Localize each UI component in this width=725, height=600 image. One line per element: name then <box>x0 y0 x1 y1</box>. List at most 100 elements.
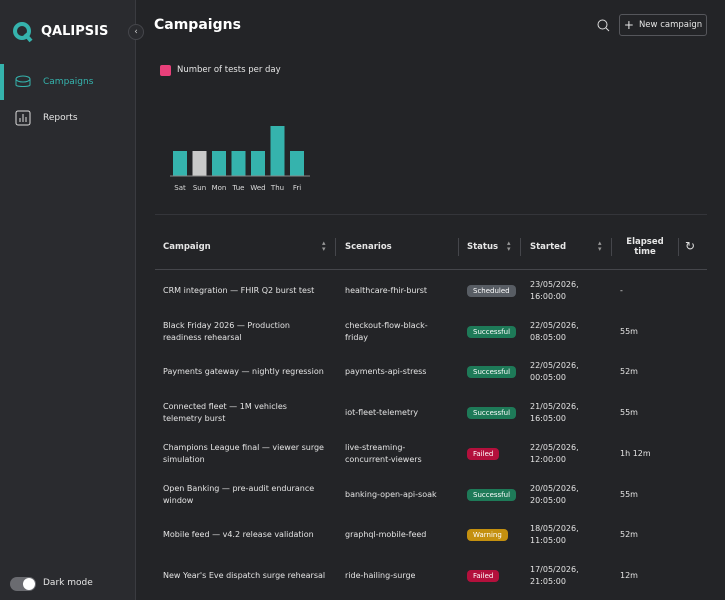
refresh-icon[interactable]: ↻ <box>685 239 696 253</box>
column-header: Started <box>530 242 567 252</box>
table-cell: 55m <box>620 326 638 336</box>
status-badge: Failed <box>467 447 500 460</box>
status-badge: Warning <box>467 529 508 542</box>
button-label: New campaign <box>638 20 703 30</box>
table-cell: healthcare-fhir-burst <box>345 286 428 295</box>
chart: Sat Sun Mon Tue Wed Thu Fri <box>170 126 310 192</box>
x-tick-label: Sat <box>174 184 186 192</box>
table-cell: graphql-mobile-feed <box>345 530 427 540</box>
chart-icon <box>160 65 171 76</box>
chart-title: Number of tests per day <box>177 65 281 75</box>
table-cell: New Year's Eve dispatch surge rehearsal <box>163 570 326 580</box>
column-separator <box>335 238 336 256</box>
collapse-button[interactable]: ‹ <box>128 24 144 40</box>
table-cell: Successful <box>467 399 517 427</box>
table-cell: Payments gateway — nightly regression <box>163 367 324 377</box>
bar <box>212 151 226 176</box>
sort-icon[interactable]: ▴ ▾ <box>322 239 326 253</box>
active-indicator <box>0 64 4 100</box>
column-separator <box>520 238 521 256</box>
x-tick-label: Thu <box>270 184 284 192</box>
table-cell: CRM integration — FHIR Q2 burst test <box>163 286 315 295</box>
table-cell: live-streaming-concurrent-viewers <box>345 442 422 464</box>
dark-mode-label: Dark mode <box>43 578 93 588</box>
table-cell: payments-api-stress <box>345 367 427 377</box>
table-cell: checkout-flow-black-friday <box>345 320 428 342</box>
table-cell: Successful <box>467 481 517 509</box>
table-cell: 22/05/2026, 08:05:00 <box>530 320 579 342</box>
table-cell: 18/05/2026, 11:05:00 <box>530 524 579 546</box>
table-cell: 55m <box>620 489 638 499</box>
column-separator <box>458 238 459 256</box>
table-cell: banking-open-api-soak <box>345 489 437 499</box>
table-cell: 17/05/2026, 21:05:00 <box>530 564 579 586</box>
table-cell: 12m <box>620 570 638 580</box>
brand: QALIPSIS <box>41 24 109 39</box>
table-cell: Successful <box>467 358 517 386</box>
column-header: Scenarios <box>345 242 392 252</box>
table-cell: 55m <box>620 408 638 418</box>
status-badge: Successful <box>467 325 517 338</box>
status-badge: Successful <box>467 488 517 501</box>
status-badge: Failed <box>467 569 500 582</box>
column-separator <box>678 238 679 256</box>
column-separator <box>611 238 612 256</box>
nav-label: Reports <box>43 113 78 123</box>
table-cell: 23/05/2026, 16:00:00 <box>530 280 579 301</box>
logo-icon <box>13 22 33 43</box>
dark-mode-toggle[interactable] <box>10 577 36 591</box>
bar <box>231 151 246 176</box>
header-border <box>155 269 707 270</box>
status-badge: Successful <box>467 407 517 420</box>
search-icon[interactable] <box>597 19 610 32</box>
table-cell: 52m <box>620 367 638 377</box>
nav-icon <box>15 110 31 126</box>
table-cell: Mobile feed — v4.2 release validation <box>163 530 314 540</box>
table-cell: Open Banking — pre-audit endurance windo… <box>163 483 315 505</box>
table-cell: 20/05/2026, 20:05:00 <box>530 483 579 505</box>
table-cell: iot-fleet-telemetry <box>345 408 419 418</box>
table-cell: 22/05/2026, 12:00:00 <box>530 442 579 464</box>
table-cell: Connected fleet — 1M vehicles telemetry … <box>163 402 287 424</box>
x-tick-label: Mon <box>212 184 227 192</box>
x-tick-label: Wed <box>250 184 265 192</box>
nav-item[interactable]: Reports <box>0 100 136 136</box>
column-header: Campaign <box>163 242 211 252</box>
page-title: Campaigns <box>154 17 241 33</box>
table-cell: Champions League final — viewer surge si… <box>163 442 324 464</box>
bar <box>251 151 265 176</box>
table-cell: Failed <box>467 562 517 590</box>
table-cell: 21/05/2026, 16:05:00 <box>530 402 579 424</box>
divider <box>155 214 707 215</box>
bar <box>192 151 207 176</box>
new-campaign-button[interactable]: + New campaign <box>619 14 707 36</box>
sidebar: QALIPSIS ‹ Campaigns Reports Dark mode <box>0 0 144 600</box>
x-tick-label: Fri <box>293 184 301 192</box>
nav-label: Campaigns <box>43 77 94 87</box>
table-cell: Warning <box>467 521 517 549</box>
x-tick-label: Sun <box>193 184 206 192</box>
table-cell: ride-hailing-surge <box>345 570 416 580</box>
table-cell: - <box>620 286 623 295</box>
bar <box>270 126 285 176</box>
nav-icon <box>15 75 31 87</box>
column-header: Elapsed time <box>626 237 664 257</box>
sort-icon[interactable]: ▴ ▾ <box>598 239 602 253</box>
table-cell: Black Friday 2026 — Production readiness… <box>163 320 290 342</box>
status-badge: Successful <box>467 366 517 379</box>
x-tick-label: Tue <box>232 184 245 192</box>
bar <box>290 151 304 176</box>
table-cell: 52m <box>620 530 638 540</box>
table-cell: 1h 12m <box>620 448 651 458</box>
table-cell: Failed <box>467 440 517 468</box>
table-cell: Scheduled <box>467 277 517 305</box>
nav-item[interactable]: Campaigns <box>0 64 136 100</box>
table-cell: 22/05/2026, 00:05:00 <box>530 361 579 383</box>
table-cell: Successful <box>467 318 517 346</box>
bar <box>173 151 187 176</box>
sort-icon[interactable]: ▴ ▾ <box>507 239 511 253</box>
column-header: Status <box>467 242 499 252</box>
status-badge: Scheduled <box>467 285 516 297</box>
